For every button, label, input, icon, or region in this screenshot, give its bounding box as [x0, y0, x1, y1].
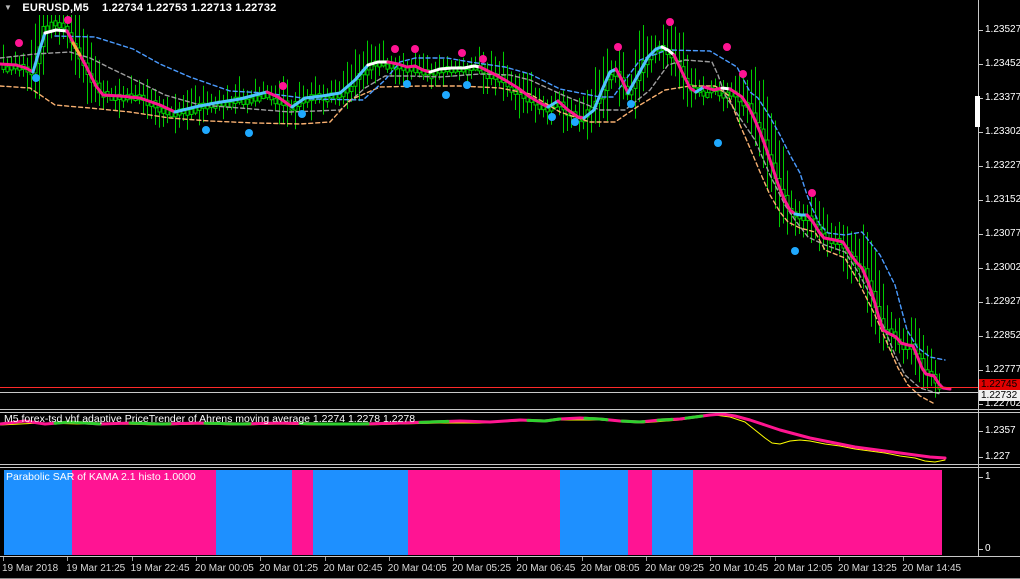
time-tick: [646, 557, 647, 561]
price-label: 1.23152: [985, 194, 1020, 205]
price-tick: [978, 200, 983, 201]
sub2-scale-label: 1.227: [985, 451, 1011, 462]
price-label: 1.22927: [985, 296, 1020, 307]
histogram-block: [408, 470, 560, 555]
chart-title: ▼ EURUSD,M5 1.22734 1.22753 1.22713 1.22…: [4, 2, 276, 14]
sub2-scale-label: 1.2357: [985, 425, 1016, 436]
time-label: 20 Mar 09:25: [645, 563, 704, 574]
sub2-lines-group: [0, 412, 947, 463]
price-label: 1.23452: [985, 58, 1020, 69]
ohlc-values: 1.22734 1.22753 1.22713 1.22732: [102, 2, 277, 14]
price-label: 1.22777: [985, 364, 1020, 375]
price-tick: [978, 268, 983, 269]
time-label: 20 Mar 13:25: [837, 563, 897, 574]
price-label: 1.23302: [985, 126, 1020, 137]
price-tick: [978, 234, 983, 235]
price-scale-border: [978, 0, 979, 557]
price-tick: [978, 477, 983, 478]
separator-sub2-sub3[interactable]: [0, 464, 1020, 465]
time-tick: [774, 557, 776, 561]
price-tick: [978, 302, 983, 303]
time-tick: [517, 557, 519, 561]
time-tick: [67, 557, 69, 561]
sub3-scale-label: 0: [985, 543, 991, 554]
sub2-indicator-label: M5 forex-tsd vhf adaptive PriceTrender o…: [4, 413, 416, 425]
price-label: 1.23527: [985, 24, 1020, 35]
time-tick: [3, 557, 4, 561]
bid-ask-lines-group: [0, 387, 978, 393]
price-tick: [978, 30, 983, 31]
price-tick: [978, 336, 983, 337]
price-label: 1.23002: [985, 262, 1020, 273]
time-tick: [453, 557, 455, 561]
price-tick: [978, 166, 983, 167]
time-label: 19 Mar 21:25: [66, 563, 126, 574]
time-label: 20 Mar 01:25: [259, 563, 319, 574]
separator-sub3-time[interactable]: [0, 556, 1020, 557]
time-label: 20 Mar 08:05: [580, 563, 640, 574]
separator-main-sub2[interactable]: [0, 409, 1020, 410]
ma-line-group: [0, 28, 952, 391]
sub3-indicator-label: Parabolic SAR of KAMA 2.1 histo 1.0000: [6, 471, 196, 483]
price-label: 1.22852: [985, 330, 1020, 341]
price-tick: [978, 549, 983, 550]
histogram-block: [628, 470, 652, 555]
price-tick: [978, 404, 983, 405]
time-tick: [903, 557, 905, 561]
time-tick: [581, 557, 583, 561]
time-label: 20 Mar 10:45: [709, 563, 769, 574]
histogram-block: [652, 470, 693, 555]
price-label: 1.23377: [985, 92, 1020, 103]
histogram-block: [292, 470, 313, 555]
price-tick: [978, 370, 983, 371]
time-tick: [324, 557, 326, 561]
price-tick: [978, 431, 983, 432]
time-label: 20 Mar 12:05: [773, 563, 833, 574]
time-tick: [710, 557, 712, 561]
time-label: 20 Mar 00:05: [194, 563, 254, 574]
histogram-block: [216, 470, 292, 555]
price-tick: [978, 457, 983, 458]
price-tick: [978, 98, 983, 99]
sub2-top-border: [0, 412, 1020, 413]
time-label: 19 Mar 22:45: [130, 563, 190, 574]
time-tick: [838, 557, 840, 561]
sar-dots-group: [15, 16, 816, 255]
histogram-block: [4, 470, 72, 555]
time-tick: [131, 557, 133, 561]
time-label: 19 Mar 2018: [2, 563, 59, 574]
time-label: 20 Mar 04:05: [387, 563, 447, 574]
time-label: 20 Mar 06:45: [516, 563, 576, 574]
time-tick: [195, 557, 197, 561]
time-tick: [388, 557, 390, 561]
histogram-block: [313, 470, 408, 555]
histogram-block: [560, 470, 628, 555]
sub3-scale-label: 1: [985, 471, 991, 482]
price-tick: [978, 64, 983, 65]
sub3-top-border: [0, 467, 1020, 468]
time-label: 20 Mar 05:25: [452, 563, 512, 574]
scale-marker[interactable]: [975, 96, 980, 127]
price-label: 1.23077: [985, 228, 1020, 239]
chart-canvas[interactable]: [0, 0, 978, 557]
histogram-block: [72, 470, 216, 555]
ask-price-box: 1.22745: [979, 379, 1020, 390]
histogram-block: [693, 470, 942, 555]
price-tick: [978, 132, 983, 133]
price-label: 1.22702: [985, 398, 1020, 409]
time-tick: [260, 557, 262, 561]
symbol-dropdown-icon[interactable]: ▼: [4, 3, 13, 12]
time-label: 20 Mar 14:45: [902, 563, 962, 574]
symbol-label: EURUSD,M5: [22, 2, 89, 14]
candles-group: [1, 15, 942, 398]
price-label: 1.23227: [985, 160, 1020, 171]
time-label: 20 Mar 02:45: [323, 563, 383, 574]
bid-price-box: 1.22732: [979, 390, 1020, 401]
